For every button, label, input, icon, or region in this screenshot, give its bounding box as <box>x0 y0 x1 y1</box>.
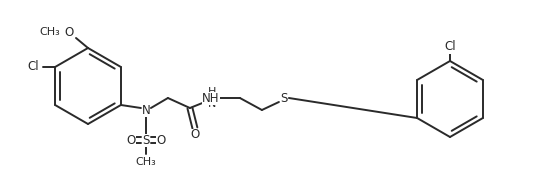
Text: Cl: Cl <box>444 41 456 54</box>
Text: S: S <box>142 134 150 147</box>
Text: O: O <box>190 128 199 141</box>
Text: N: N <box>142 103 150 116</box>
Text: CH₃: CH₃ <box>135 157 156 167</box>
Text: O: O <box>156 134 166 147</box>
Text: NH: NH <box>202 91 220 104</box>
Text: S: S <box>280 91 288 104</box>
Text: O: O <box>64 25 74 38</box>
Text: Cl: Cl <box>27 61 39 74</box>
Text: H
N: H N <box>208 87 216 109</box>
Text: CH₃: CH₃ <box>39 27 60 37</box>
Text: O: O <box>126 134 135 147</box>
